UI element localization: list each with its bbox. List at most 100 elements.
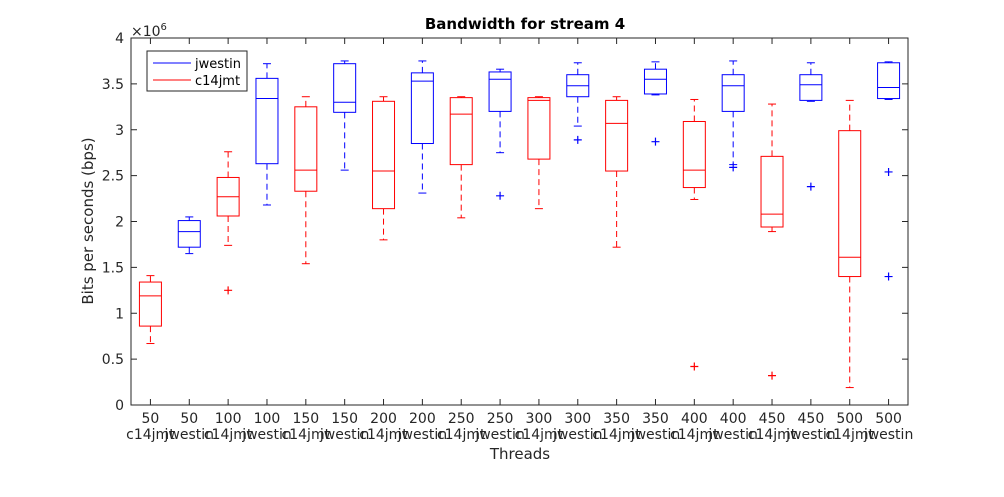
outlier-marker [806,182,815,191]
y-tick-label: 1.5 [102,260,124,276]
plot-area [130,37,909,406]
y-tick-label: 0.5 [102,352,124,368]
y-exponent-label: ×106 [131,22,167,40]
box-150-jwestin [333,60,357,171]
x-tick-label-threads: 100 [254,411,281,427]
iqr-box [255,77,279,165]
x-tick-label-group: jwestin [164,427,215,443]
iqr-box [877,62,901,100]
iqr-box [372,100,396,210]
x-tick-label-threads: 300 [564,411,591,427]
box-150-c14jmt [294,96,318,265]
x-tick-label-threads: 450 [798,411,825,427]
x-tick-label-group: jwestin [707,427,758,443]
iqr-box [721,74,745,112]
x-tick-label-group: jwestin [863,427,914,443]
box-50-jwestin [177,216,201,255]
iqr-box [449,97,473,166]
box-100-c14jmt [216,151,240,295]
iqr-box [643,68,667,95]
x-tick-label-group: jwestin [552,427,603,443]
y-tick-label: 1 [115,306,124,322]
box-250-jwestin [488,68,512,200]
iqr-box [138,281,162,327]
chart-title: Bandwidth for stream 4 [425,15,625,33]
y-exponent-base: ×10 [131,24,161,40]
outlier-marker [651,137,660,146]
outlier-marker [884,167,893,176]
iqr-box [333,63,357,113]
box-100-jwestin [255,63,279,206]
x-tick-label-threads: 200 [409,411,436,427]
y-axis-label: Bits per seconds (bps) [79,137,97,304]
box-200-jwestin [410,60,434,194]
x-tick-label-group: c14jmt [748,427,797,443]
plot-frame [130,37,909,406]
box-400-jwestin [721,60,745,172]
box-500-jwestin [877,61,901,281]
x-tick-label-threads: 250 [448,411,475,427]
box-300-jwestin [566,62,590,144]
x-tick-label-group: jwestin [474,427,525,443]
legend-label: c14jmt [195,74,240,89]
box-200-c14jmt [372,96,396,241]
box-250-c14jmt [449,96,473,219]
x-tick-label-threads: 250 [487,411,514,427]
iqr-box [682,120,706,189]
x-axis: 50c14jmt50jwestin100c14jmt100jwestin150c… [126,38,913,443]
x-tick-label-threads: 500 [875,411,902,427]
x-tick-label-group: c14jmt [359,427,408,443]
iqr-box [605,99,629,172]
outlier-marker [573,135,582,144]
x-tick-label-group: c14jmt [592,427,641,443]
x-tick-label-group: c14jmt [825,427,874,443]
x-tick-label-threads: 400 [681,411,708,427]
x-tick-label-group: jwestin [241,427,292,443]
x-axis-label: Threads [489,445,550,463]
legend-box [146,50,248,92]
box-50-c14jmt [138,275,162,345]
y-tick-label: 3 [115,123,124,139]
outlier-marker [224,286,233,295]
x-tick-label-threads: 200 [370,411,397,427]
x-tick-label-group: c14jmt [670,427,719,443]
iqr-box [838,130,862,278]
outlier-marker [729,163,738,172]
x-tick-label-threads: 300 [526,411,553,427]
box-500-c14jmt [838,99,862,389]
x-tick-label-threads: 350 [603,411,630,427]
x-tick-label-threads: 150 [292,411,319,427]
x-tick-label-group: jwestin [319,427,370,443]
y-exponent-power: 6 [161,22,167,33]
x-tick-label-group: c14jmt [282,427,331,443]
x-tick-label-threads: 50 [180,411,198,427]
x-tick-label-group: c14jmt [126,427,175,443]
y-axis: 0 0.5 1 1.5 2 2.5 3 3.5 4 [102,31,908,414]
x-tick-label-threads: 50 [142,411,160,427]
y-tick-label: 2.5 [102,169,124,185]
box-450-c14jmt [760,103,784,380]
x-tick-label-group: jwestin [785,427,836,443]
iqr-box [488,71,512,112]
iqr-box [177,220,201,248]
box-400-c14jmt [682,98,706,371]
iqr-box [294,106,318,192]
box-300-c14jmt [527,96,551,210]
y-tick-label: 2 [115,215,124,231]
x-tick-label-threads: 150 [331,411,358,427]
y-tick-label: 4 [115,31,124,47]
box-series [138,60,901,389]
iqr-box [799,74,823,101]
x-tick-label-threads: 400 [720,411,747,427]
outlier-marker [768,371,777,380]
legend: jwestin c14jmt [146,50,248,92]
outlier-marker [884,272,893,281]
x-tick-label-threads: 350 [642,411,669,427]
outlier-marker [690,362,699,371]
box-450-jwestin [799,62,823,191]
x-tick-label-group: jwestin [397,427,448,443]
x-tick-label-group: jwestin [630,427,681,443]
box-350-jwestin [643,61,667,146]
x-tick-label-group: c14jmt [437,427,486,443]
